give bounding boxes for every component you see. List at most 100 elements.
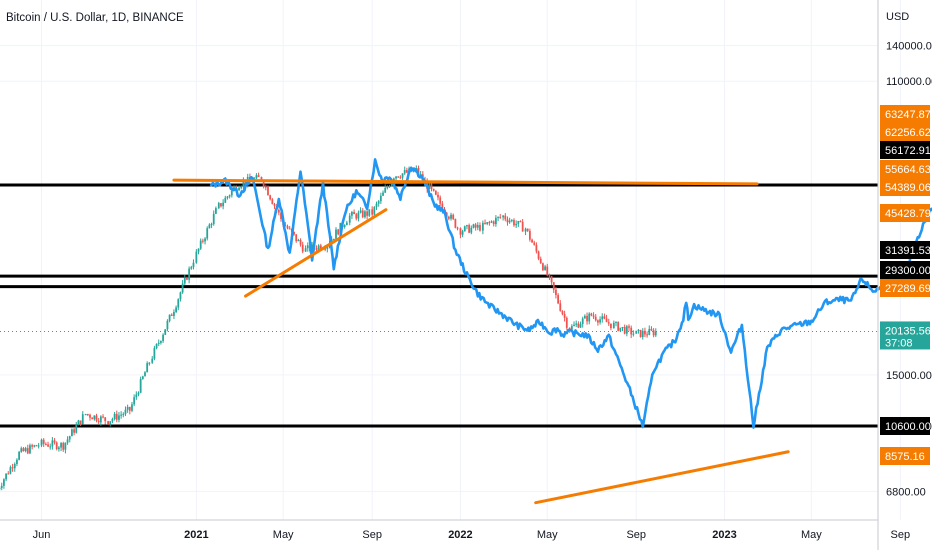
candle-body: [584, 316, 586, 319]
candle-body: [464, 226, 466, 231]
x-tick-label: 2023: [712, 529, 736, 541]
candle-body: [73, 429, 75, 432]
candle-body: [507, 219, 509, 222]
candle-body: [439, 197, 441, 203]
candle-body: [457, 228, 459, 229]
candle-body: [91, 418, 93, 419]
candle-body: [536, 245, 538, 252]
candle-body: [452, 215, 454, 219]
candle-body: [373, 207, 375, 215]
candle-body: [49, 446, 51, 447]
candle-body: [593, 315, 595, 316]
candle-body: [167, 321, 169, 329]
candle-body: [497, 217, 499, 218]
candle-body: [16, 460, 18, 464]
candle-body: [10, 467, 12, 473]
candle-body: [376, 204, 378, 207]
candle-body: [80, 420, 82, 424]
candle-body: [632, 334, 634, 335]
candle-body: [454, 219, 456, 228]
price-label-text: 8575.16: [885, 451, 925, 463]
candle-body: [346, 223, 348, 226]
candle-body: [112, 419, 114, 421]
candle-body: [3, 479, 5, 486]
candle-body: [33, 445, 35, 446]
candle-body: [582, 318, 584, 324]
candle-body: [486, 222, 488, 224]
candle-body: [218, 203, 220, 208]
price-label-text: 63247.87: [885, 109, 931, 121]
price-label-text: 54389.06: [885, 182, 931, 194]
candle-body: [364, 211, 366, 217]
candle-body: [173, 312, 175, 316]
candle-body: [116, 414, 118, 420]
candle-body: [144, 372, 146, 376]
candle-body: [549, 275, 551, 276]
candle-body: [240, 187, 242, 188]
candle-body: [265, 187, 267, 188]
candle-body: [477, 225, 479, 228]
candle-body: [562, 311, 564, 314]
candle-body: [202, 241, 204, 242]
price-label-text: 55664.63: [885, 164, 931, 176]
candle-body: [529, 231, 531, 240]
candle-body: [98, 421, 100, 423]
line-series: [210, 43, 932, 427]
candle-body: [448, 217, 450, 219]
candle-body: [118, 415, 120, 419]
candle-body: [450, 215, 452, 219]
candle-body: [349, 216, 351, 223]
candle-body: [484, 223, 486, 224]
candle-body: [190, 267, 192, 268]
candle-body: [295, 234, 297, 241]
candle-body: [231, 190, 233, 195]
candle-body: [588, 314, 590, 322]
grid: [0, 0, 932, 520]
candle-body: [151, 359, 153, 363]
candle-body: [302, 245, 304, 252]
candle-body: [499, 217, 501, 218]
x-tick-label: 2021: [184, 529, 208, 541]
candle-body: [366, 211, 368, 216]
candle-body: [20, 448, 22, 452]
candle-body: [482, 223, 484, 231]
candle-body: [171, 315, 173, 316]
candle-body: [193, 263, 195, 267]
candle-body: [559, 303, 561, 311]
candle-body: [575, 324, 577, 325]
y-tick-label: 140000.00: [886, 41, 932, 53]
candle-body: [43, 440, 45, 444]
candle-body: [586, 316, 588, 321]
candle-body: [164, 329, 166, 334]
candle-body: [67, 439, 69, 442]
candle-body: [25, 448, 27, 451]
candle-body: [380, 196, 382, 201]
candle-body: [362, 211, 364, 218]
candle-body: [335, 230, 337, 239]
candle-body: [475, 224, 477, 227]
candle-body: [267, 187, 269, 195]
candle-body: [287, 226, 289, 228]
last-price-value: 20135.56: [885, 325, 931, 337]
price-labels: 63247.8762256.6256172.9155664.6354389.06…: [880, 105, 931, 465]
candle-body: [100, 416, 102, 422]
candle-body: [175, 307, 177, 312]
candle-body: [198, 249, 200, 252]
candle-body: [208, 225, 210, 229]
candle-body: [140, 379, 142, 393]
x-tick-label: Sep: [891, 529, 911, 541]
candle-body: [355, 214, 357, 218]
candle-body: [51, 440, 53, 446]
candle-body: [27, 448, 29, 453]
candle-body: [211, 224, 213, 225]
candle-body: [466, 225, 468, 226]
candle-body: [238, 188, 240, 191]
candle-body: [120, 415, 122, 416]
candle-body: [468, 225, 470, 233]
candle-body: [353, 212, 355, 214]
candle-body: [555, 290, 557, 295]
candle-body: [93, 416, 95, 420]
candle-body: [462, 231, 464, 235]
candle-body: [358, 213, 360, 219]
